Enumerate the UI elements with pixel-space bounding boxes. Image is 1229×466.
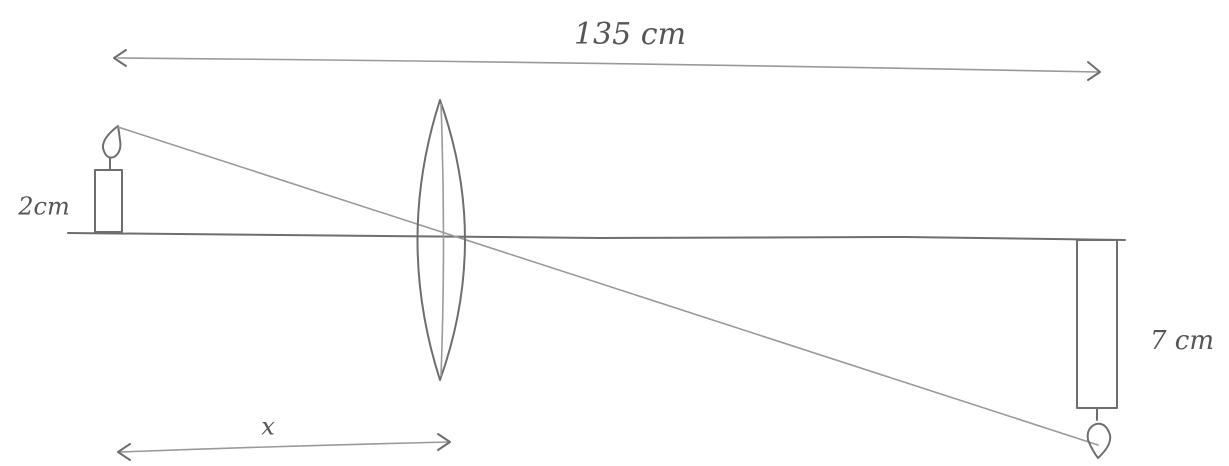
paper xyxy=(0,0,1229,466)
image-height-label: 7 cm xyxy=(1150,326,1214,356)
object-height-label: 2cm xyxy=(17,193,69,221)
total-distance-label: 135 cm xyxy=(574,17,686,52)
page: 135 cm 2cm 7 cm x (() => { const data = … xyxy=(0,0,1229,466)
lens-diagram: 135 cm 2cm 7 cm x xyxy=(0,0,1229,466)
object-distance-label: x xyxy=(261,413,275,441)
